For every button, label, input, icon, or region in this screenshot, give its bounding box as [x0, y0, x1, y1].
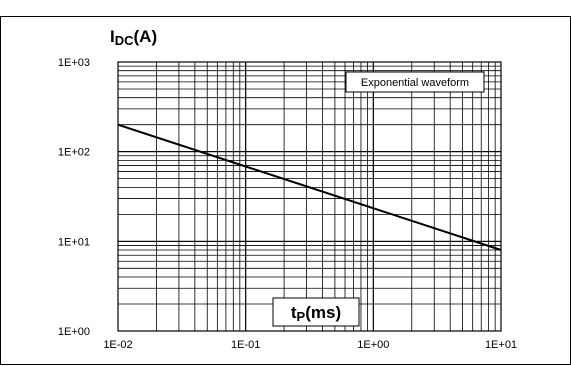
y-axis-title-suffix: (A)	[134, 27, 158, 46]
y-axis-title-sub: DC	[115, 33, 134, 48]
x-tick-label: 1E+00	[357, 339, 389, 351]
y-tick-label: 1E+02	[58, 147, 90, 159]
y-tick-labels: 1E+00 1E+01 1E+02 1E+03	[58, 57, 90, 338]
series-group	[117, 123, 502, 251]
x-axis-title-main: t	[291, 303, 297, 322]
x-tick-label: 1E+01	[485, 339, 517, 351]
x-tick-label: 1E-02	[103, 339, 132, 351]
series-line	[117, 123, 502, 251]
x-axis-title-sub: P	[297, 309, 306, 324]
y-axis-title: IDC(A)	[110, 27, 157, 48]
plot-area	[117, 61, 502, 332]
x-tick-labels: 1E-02 1E-01 1E+00 1E+01	[103, 339, 517, 351]
legend-box	[345, 71, 485, 93]
x-axis-title: tP(ms)	[291, 303, 341, 324]
y-tick-label: 1E+01	[58, 236, 90, 248]
y-tick-label: 1E+03	[58, 57, 90, 69]
x-tick-label: 1E-01	[231, 339, 260, 351]
y-axis-title-main: I	[110, 27, 115, 46]
x-axis-title-box	[272, 297, 360, 327]
legend-label: Exponential waveform	[361, 77, 469, 89]
grid	[117, 61, 502, 332]
y-tick-label: 1E+00	[58, 326, 90, 338]
x-axis-title-suffix: (ms)	[305, 303, 341, 322]
